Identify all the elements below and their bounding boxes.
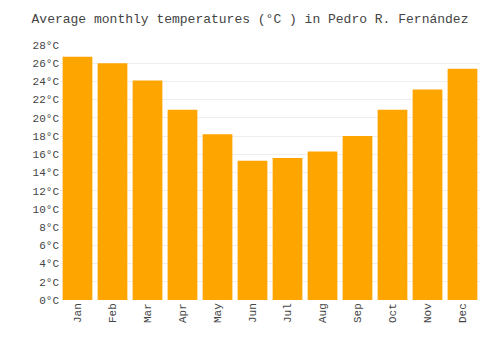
- svg-text:Aug: Aug: [317, 303, 329, 323]
- svg-text:14°C: 14°C: [33, 167, 60, 179]
- svg-text:Oct: Oct: [387, 303, 399, 323]
- svg-text:22°C: 22°C: [33, 94, 60, 106]
- svg-text:Dec: Dec: [457, 303, 469, 323]
- svg-text:28°C: 28°C: [33, 40, 60, 52]
- svg-text:0°C: 0°C: [39, 295, 59, 307]
- svg-text:Mar: Mar: [142, 303, 154, 323]
- svg-text:8°C: 8°C: [39, 222, 59, 234]
- svg-text:Jan: Jan: [72, 303, 84, 323]
- svg-text:Jul: Jul: [282, 303, 294, 323]
- svg-text:12°C: 12°C: [33, 186, 60, 198]
- svg-text:16°C: 16°C: [33, 149, 60, 161]
- svg-text:Nov: Nov: [422, 303, 434, 323]
- svg-text:24°C: 24°C: [33, 76, 60, 88]
- svg-text:6°C: 6°C: [39, 240, 59, 252]
- svg-text:18°C: 18°C: [33, 131, 60, 143]
- svg-text:2°C: 2°C: [39, 277, 59, 289]
- svg-text:Jun: Jun: [247, 303, 259, 323]
- svg-text:20°C: 20°C: [33, 113, 60, 125]
- svg-text:May: May: [212, 303, 224, 323]
- svg-text:Feb: Feb: [107, 303, 119, 323]
- svg-text:Apr: Apr: [177, 303, 189, 323]
- svg-text:Sep: Sep: [352, 303, 364, 323]
- svg-text:10°C: 10°C: [33, 204, 60, 216]
- svg-text:Average monthly temperatures (: Average monthly temperatures (°C ) in Pe…: [32, 12, 469, 27]
- svg-text:26°C: 26°C: [33, 58, 60, 70]
- svg-text:4°C: 4°C: [39, 258, 59, 270]
